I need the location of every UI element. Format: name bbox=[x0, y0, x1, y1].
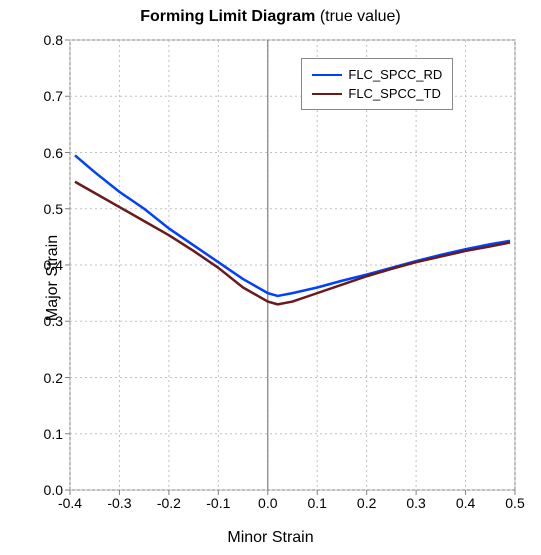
x-tick: -0.1 bbox=[206, 495, 230, 511]
chart-title: Forming Limit Diagram (true value) bbox=[0, 8, 541, 26]
y-tick: 0.3 bbox=[44, 313, 63, 329]
legend-label: FLC_SPCC_RD bbox=[348, 67, 442, 82]
y-tick: 0.8 bbox=[44, 32, 63, 48]
y-tick: 0.1 bbox=[44, 426, 63, 442]
x-tick: 0.5 bbox=[505, 495, 524, 511]
y-tick: 0.2 bbox=[44, 370, 63, 386]
legend-swatch bbox=[312, 74, 342, 76]
x-tick: 0.0 bbox=[258, 495, 277, 511]
title-bold: Forming Limit Diagram bbox=[140, 8, 315, 25]
legend: FLC_SPCC_RD FLC_SPCC_TD bbox=[301, 58, 453, 110]
y-tick: 0.7 bbox=[44, 88, 63, 104]
x-tick: 0.2 bbox=[357, 495, 376, 511]
x-axis-label: Minor Strain bbox=[0, 529, 541, 547]
y-tick: 0.6 bbox=[44, 145, 63, 161]
y-tick: 0.5 bbox=[44, 201, 63, 217]
title-plain: (true value) bbox=[315, 8, 400, 25]
forming-limit-chart: Forming Limit Diagram (true value) Major… bbox=[0, 0, 541, 555]
y-axis-label: Major Strain bbox=[44, 234, 62, 320]
x-tick: -0.4 bbox=[58, 495, 82, 511]
x-tick: -0.2 bbox=[157, 495, 181, 511]
x-tick: 0.1 bbox=[307, 495, 326, 511]
y-tick: 0.4 bbox=[44, 257, 63, 273]
x-tick: 0.4 bbox=[456, 495, 475, 511]
legend-item: FLC_SPCC_TD bbox=[312, 84, 442, 103]
legend-swatch bbox=[312, 93, 342, 95]
legend-label: FLC_SPCC_TD bbox=[348, 86, 440, 101]
x-tick: -0.3 bbox=[107, 495, 131, 511]
x-tick: 0.3 bbox=[406, 495, 425, 511]
legend-item: FLC_SPCC_RD bbox=[312, 65, 442, 84]
